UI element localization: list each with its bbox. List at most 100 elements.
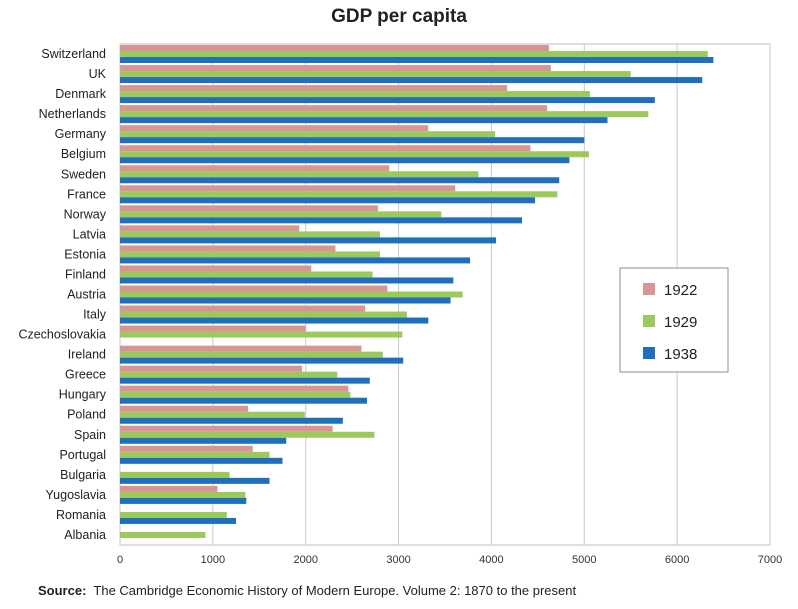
category-label: Estonia <box>64 247 106 261</box>
bar-1938-ireland <box>120 357 404 364</box>
category-label: Belgium <box>61 147 106 161</box>
bar-1938-bulgaria <box>120 477 270 484</box>
category-label: Italy <box>83 308 107 322</box>
category-label: Denmark <box>55 87 106 101</box>
bar-1929-albania <box>120 531 206 538</box>
bar-1922-uk <box>120 65 551 72</box>
bar-1929-norway <box>120 211 442 218</box>
bar-1929-spain <box>120 431 375 438</box>
source-note: Source: The Cambridge Economic History o… <box>38 583 576 598</box>
bar-1938-germany <box>120 137 585 144</box>
category-label: Latvia <box>73 227 106 241</box>
x-tick-label: 7000 <box>758 554 782 566</box>
x-tick-label: 5000 <box>572 554 596 566</box>
bar-1929-switzerland <box>120 51 708 58</box>
bar-1938-romania <box>120 517 237 524</box>
bar-1938-italy <box>120 317 429 324</box>
bar-1938-poland <box>120 417 343 424</box>
bar-1929-yugoslavia <box>120 491 246 498</box>
legend-label-1938: 1938 <box>664 346 697 363</box>
bar-1922-denmark <box>120 85 508 92</box>
bar-1938-netherlands <box>120 117 608 124</box>
bar-1922-estonia <box>120 245 336 252</box>
bar-1929-germany <box>120 131 496 138</box>
bar-1922-netherlands <box>120 105 548 112</box>
category-label: Netherlands <box>39 107 106 121</box>
category-label: Finland <box>65 267 106 281</box>
bar-1938-estonia <box>120 257 471 264</box>
bar-1938-finland <box>120 277 454 284</box>
x-tick-label: 3000 <box>386 554 410 566</box>
bar-1938-belgium <box>120 157 570 164</box>
bar-1922-poland <box>120 405 249 412</box>
bar-1929-denmark <box>120 91 590 98</box>
legend-swatch-1938 <box>643 347 655 359</box>
category-label: Poland <box>67 408 106 422</box>
x-tick-label: 4000 <box>479 554 503 566</box>
bar-1929-finland <box>120 271 373 278</box>
bar-1922-france <box>120 185 456 192</box>
bar-1922-norway <box>120 205 379 212</box>
bar-1922-hungary <box>120 385 349 392</box>
bar-1938-latvia <box>120 237 497 244</box>
category-label: Sweden <box>61 167 106 181</box>
x-tick-label: 2000 <box>293 554 317 566</box>
bar-1922-spain <box>120 425 333 432</box>
legend-swatch-1929 <box>643 315 655 327</box>
bar-1929-italy <box>120 311 407 318</box>
bar-1938-denmark <box>120 97 655 104</box>
legend-label-1929: 1929 <box>664 314 697 331</box>
category-label: Ireland <box>68 348 106 362</box>
category-label: Albania <box>64 528 106 542</box>
category-label: Spain <box>74 428 106 442</box>
source-label: Source: <box>38 583 87 598</box>
bar-1938-portugal <box>120 457 283 464</box>
bar-1938-switzerland <box>120 57 714 64</box>
bar-1922-germany <box>120 125 429 132</box>
bar-1929-sweden <box>120 171 479 178</box>
bar-1929-portugal <box>120 451 270 458</box>
bar-1938-spain <box>120 437 287 444</box>
bar-1929-czechoslovakia <box>120 331 403 338</box>
chart-title: GDP per capita <box>331 6 467 27</box>
bar-1929-france <box>120 191 558 198</box>
source-text: The Cambridge Economic History of Modern… <box>93 583 577 598</box>
category-label: Austria <box>67 288 106 302</box>
bar-1929-uk <box>120 71 631 78</box>
bar-1922-yugoslavia <box>120 485 218 492</box>
bar-1929-ireland <box>120 351 383 358</box>
bar-1922-finland <box>120 265 312 272</box>
category-label: Bulgaria <box>60 468 106 482</box>
bar-1922-portugal <box>120 445 253 452</box>
bar-1938-austria <box>120 297 451 304</box>
category-label: Romania <box>56 508 106 522</box>
category-label: Switzerland <box>41 47 106 61</box>
bar-1929-bulgaria <box>120 471 230 478</box>
bar-1938-sweden <box>120 177 560 184</box>
bar-1938-france <box>120 197 536 204</box>
bar-1929-hungary <box>120 391 351 398</box>
legend-swatch-1922 <box>643 283 655 295</box>
legend <box>619 267 729 373</box>
category-label: Czechoslovakia <box>18 328 106 342</box>
bar-1938-uk <box>120 77 703 84</box>
legend-label-1922: 1922 <box>664 282 697 299</box>
bar-1922-austria <box>120 285 388 292</box>
bar-1922-belgium <box>120 145 531 152</box>
category-label: UK <box>89 67 107 81</box>
bar-1938-norway <box>120 217 523 224</box>
bar-1922-czechoslovakia <box>120 325 306 332</box>
category-label: Norway <box>64 207 107 221</box>
bar-1938-greece <box>120 377 370 384</box>
bar-1938-yugoslavia <box>120 497 247 504</box>
x-tick-label: 0 <box>117 554 123 566</box>
category-label: Yugoslavia <box>46 488 107 502</box>
bar-1922-ireland <box>120 345 362 352</box>
x-tick-label: 1000 <box>201 554 225 566</box>
bar-1929-austria <box>120 291 463 298</box>
bar-1922-sweden <box>120 165 390 172</box>
bar-1922-switzerland <box>120 45 549 52</box>
bar-1922-latvia <box>120 225 300 232</box>
category-label: France <box>67 187 106 201</box>
category-label: Hungary <box>59 388 107 402</box>
